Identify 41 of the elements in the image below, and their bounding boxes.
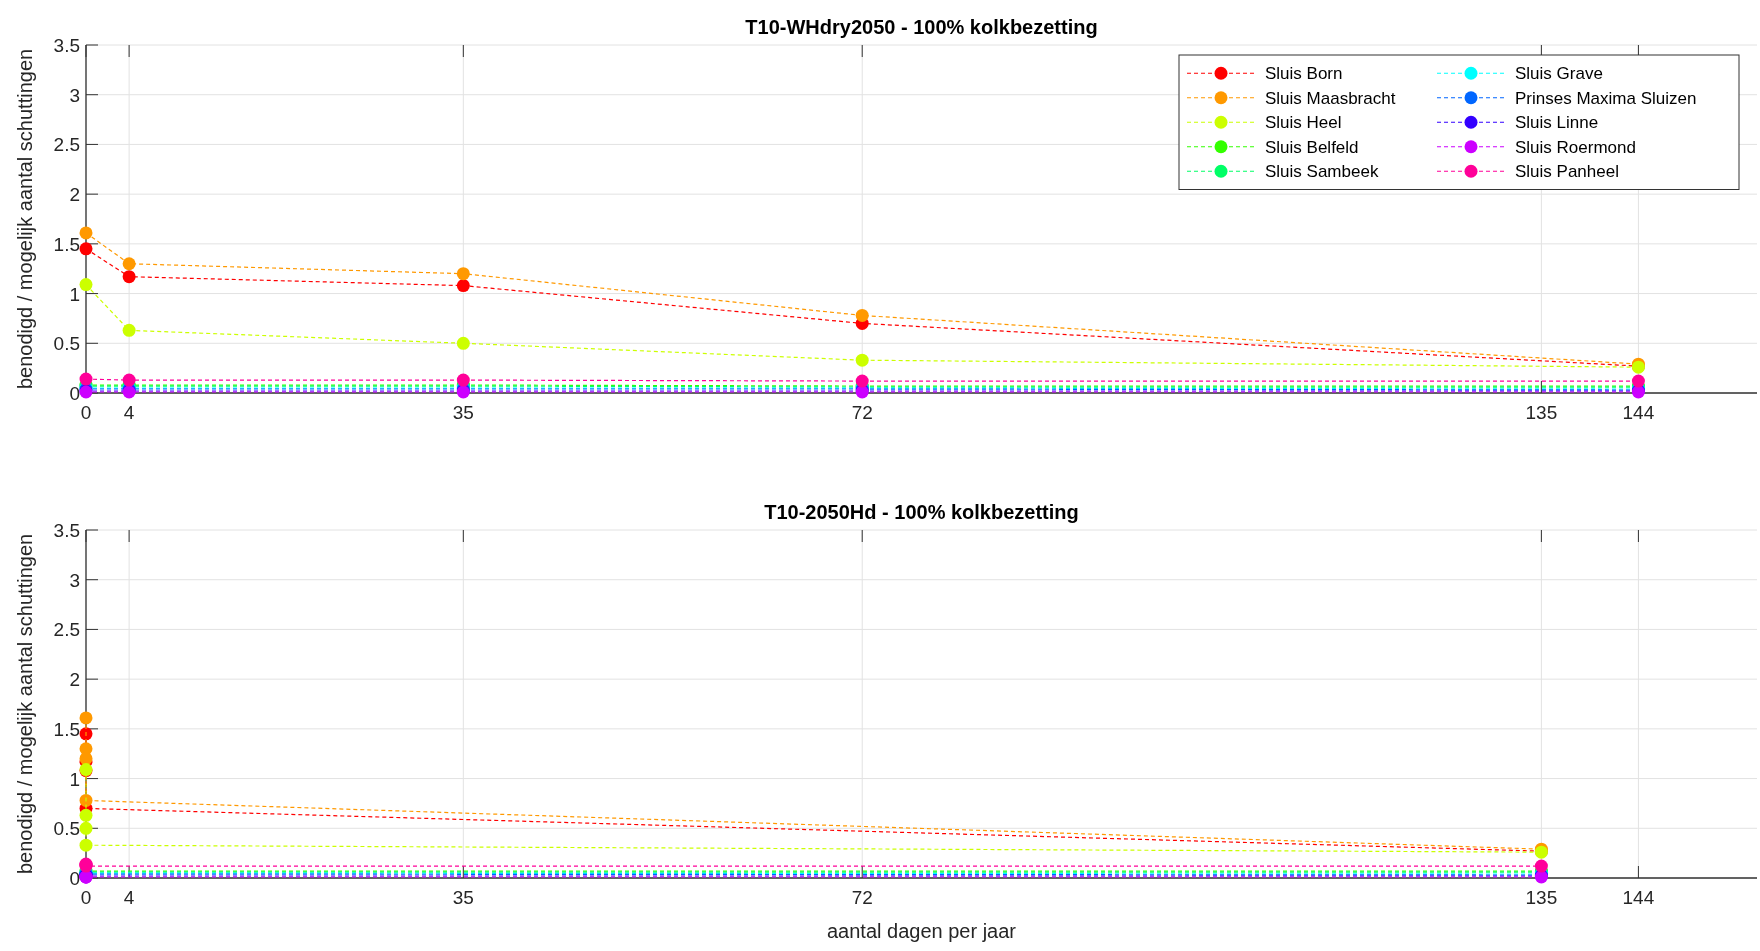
y-tick-label: 1 (69, 283, 80, 305)
y-tick-label: 1.5 (53, 718, 80, 740)
legend-label: Sluis Roermond (1515, 137, 1636, 157)
y-tick-label: 0 (69, 868, 80, 889)
y-axis-title: benodigd / mogelijk aantal schuttingen (14, 533, 36, 875)
legend-label: Sluis Born (1265, 64, 1343, 84)
chart-title: T10-2050Hd - 100% kolkbezetting (764, 501, 1079, 523)
x-tick-label: 144 (1622, 887, 1655, 908)
legend-label: Sluis Grave (1515, 64, 1603, 84)
x-axis-title: aantal dagen per jaar (826, 920, 1017, 942)
legend-label: Prinses Maxima Sluizen (1515, 88, 1697, 108)
legend-label: Sluis Linne (1515, 113, 1599, 133)
y-tick-label: 3 (69, 84, 80, 106)
y-tick-label: 3.5 (53, 35, 80, 56)
legend-label: Sluis Maasbracht (1265, 88, 1396, 108)
y-tick-label: 2 (69, 669, 80, 691)
x-tick-label: 144 (1622, 402, 1655, 423)
y-tick-label: 0 (69, 383, 80, 404)
chart-title: T10-WHdry2050 - 100% kolkbezetting (745, 16, 1098, 38)
legend-label: Sluis Sambeek (1265, 162, 1379, 182)
y-tick-label: 3.5 (53, 520, 80, 541)
x-tick-label: 135 (1525, 402, 1558, 423)
y-tick-label: 2 (69, 184, 80, 206)
y-tick-label: 1 (69, 768, 80, 790)
y-tick-label: 2.5 (53, 134, 80, 156)
x-tick-label: 72 (851, 402, 873, 423)
legend-label: Sluis Panheel (1515, 162, 1619, 182)
y-tick-label: 2.5 (53, 619, 80, 641)
legend-label: Sluis Heel (1265, 113, 1342, 133)
y-tick-label: 0.5 (53, 818, 80, 840)
y-tick-label: 3 (69, 569, 80, 591)
x-tick-label: 35 (452, 402, 474, 423)
y-tick-label: 0.5 (53, 333, 80, 355)
x-tick-label: 135 (1525, 887, 1558, 908)
x-tick-label: 35 (452, 887, 474, 908)
y-axis-title: benodigd / mogelijk aantal schuttingen (14, 48, 36, 390)
x-tick-label: 4 (123, 887, 135, 908)
x-tick-label: 4 (123, 402, 135, 423)
x-tick-label: 72 (851, 887, 873, 908)
y-tick-label: 1.5 (53, 233, 80, 255)
legend-label: Sluis Belfeld (1265, 137, 1359, 157)
